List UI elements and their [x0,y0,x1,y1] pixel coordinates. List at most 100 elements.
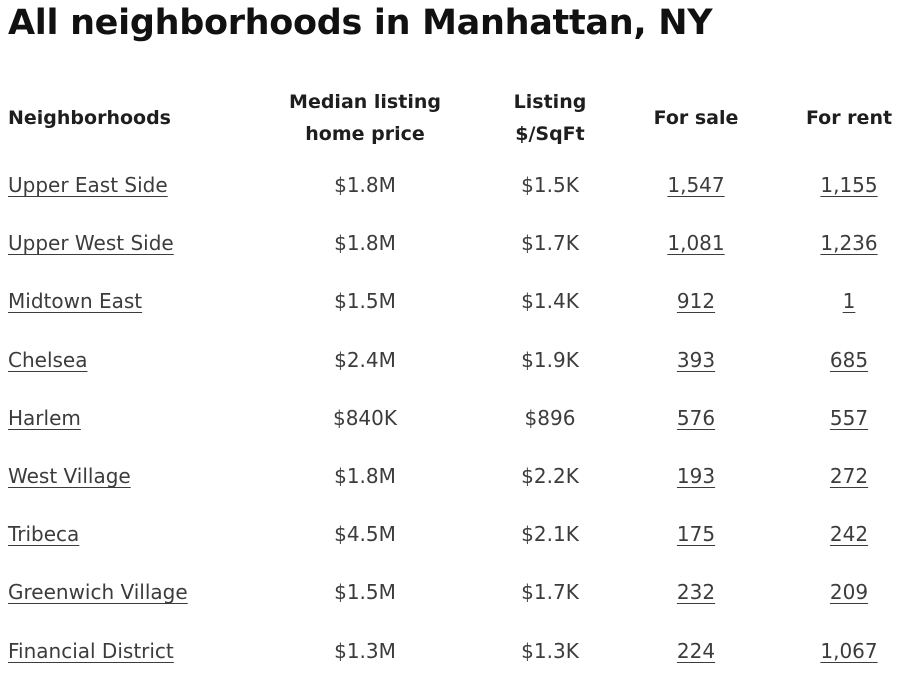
table-row: Greenwich Village $1.5M $1.7K 232 209 [0,567,898,625]
table-row: Midtown East $1.5M $1.4K 912 1 [0,276,898,334]
for-sale-count-cell: 224 [636,626,756,676]
table-row: Upper East Side $1.8M $1.5K 1,547 1,155 [0,160,898,218]
price-per-sqft-cell: $2.1K [521,522,579,547]
price-per-sqft-cell-cell: $1.4K [480,276,620,326]
for-rent-count-link[interactable]: 557 [829,405,869,430]
header-median-listing-price-label: Median listing home price [289,91,441,145]
neighborhood-link[interactable]: Financial District [8,638,174,663]
header-for-sale: For sale [653,107,739,129]
median-price-cell: $2.4M [334,347,396,372]
neighborhood-link[interactable]: West Village [8,463,131,488]
for-rent-count-link[interactable]: 685 [829,347,869,372]
median-price-cell-cell: $1.5M [280,276,450,326]
table-row: West Village $1.8M $2.2K 193 272 [0,451,898,509]
for-sale-count-cell: 912 [636,276,756,326]
for-rent-count-cell: 1 [790,276,898,326]
neighborhood-cell: West Village [8,451,131,501]
table-row: Tribeca $4.5M $2.1K 175 242 [0,509,898,567]
neighborhood-cell: Tribeca [8,509,79,559]
header-median-listing-price: Median listing home price [280,84,450,152]
for-sale-count-cell: 1,081 [636,218,756,268]
for-rent-count-cell: 685 [790,335,898,385]
median-price-cell-cell: $4.5M [280,509,450,559]
price-per-sqft-cell: $1.4K [521,289,579,314]
price-per-sqft-cell: $1.7K [521,580,579,605]
neighborhood-link[interactable]: Tribeca [8,522,80,547]
for-rent-count-cell: 1,155 [790,160,898,210]
for-rent-count-link[interactable]: 1,067 [820,638,878,663]
price-per-sqft-cell-cell: $1.9K [480,335,620,385]
table-row: Upper West Side $1.8M $1.7K 1,081 1,236 [0,218,898,276]
price-per-sqft-cell-cell: $1.7K [480,218,620,268]
median-price-cell: $1.5M [334,580,396,605]
for-sale-count-link[interactable]: 393 [676,347,716,372]
neighborhoods-table: Neighborhoods Median listing home price … [0,84,898,684]
table-body: Upper East Side $1.8M $1.5K 1,547 1,155 Upper… [0,160,898,684]
header-neighborhoods: Neighborhoods [8,107,171,129]
for-sale-count-link[interactable]: 1,081 [667,231,725,256]
median-price-cell: $1.8M [334,173,396,197]
price-per-sqft-cell-cell: $2.1K [480,509,620,559]
median-price-cell-cell: $840K [280,393,450,443]
for-rent-count-cell: 1,067 [790,626,898,676]
median-price-cell: $1.8M [334,463,396,488]
for-rent-count-link[interactable]: 272 [829,463,869,488]
median-price-cell-cell: $1.3M [280,626,450,676]
median-price-cell-cell: $1.8M [280,160,450,210]
for-rent-count-link[interactable]: 1 [842,289,856,314]
for-sale-count-cell: 232 [636,567,756,617]
price-per-sqft-cell: $2.2K [521,463,579,488]
price-per-sqft-cell: $1.9K [521,347,579,372]
neighborhood-link[interactable]: Upper East Side [8,173,168,197]
median-price-cell-cell: $2.4M [280,335,450,385]
price-per-sqft-cell-cell: $1.7K [480,567,620,617]
price-per-sqft-cell: $896 [524,405,576,430]
neighborhood-cell: Greenwich Village [8,567,188,617]
for-rent-count-cell: 272 [790,451,898,501]
median-price-cell: $1.5M [334,289,396,314]
neighborhood-cell: Upper East Side [8,160,168,210]
for-sale-count-cell: 393 [636,335,756,385]
for-rent-count-cell: 1,236 [790,218,898,268]
neighborhood-link[interactable]: Upper West Side [8,231,174,256]
for-rent-count-link[interactable]: 1,155 [820,173,878,197]
for-sale-count-link[interactable]: 175 [676,522,716,547]
for-sale-count-link[interactable]: 1,547 [667,173,725,197]
median-price-cell-cell: $1.8M [280,451,450,501]
for-rent-count-cell: 209 [790,567,898,617]
neighborhood-cell: Upper West Side [8,218,174,268]
for-sale-count-link[interactable]: 224 [676,638,716,663]
for-rent-count-cell: 557 [790,393,898,443]
neighborhood-link[interactable]: Midtown East [8,289,143,314]
price-per-sqft-cell: $1.7K [521,231,579,256]
for-sale-count-cell: 193 [636,451,756,501]
neighborhood-link[interactable]: Chelsea [8,347,88,372]
neighborhood-link[interactable]: Harlem [8,405,81,430]
for-sale-count-cell: 576 [636,393,756,443]
price-per-sqft-cell: $1.3K [521,638,579,663]
median-price-cell: $840K [332,405,397,430]
price-per-sqft-cell: $1.5K [521,173,579,197]
for-sale-count-cell: 1,547 [636,160,756,210]
for-sale-count-link[interactable]: 576 [676,405,716,430]
median-price-cell: $4.5M [334,522,396,547]
neighborhood-cell: Midtown East [8,276,142,326]
table-header-row: Neighborhoods Median listing home price … [0,84,898,160]
for-rent-count-link[interactable]: 242 [829,522,869,547]
for-sale-count-link[interactable]: 193 [676,463,716,488]
price-per-sqft-cell-cell: $896 [480,393,620,443]
header-listing-price-per-sqft: Listing $/SqFt [480,84,620,152]
neighborhood-cell: Chelsea [8,335,87,385]
median-price-cell: $1.3M [334,638,396,663]
for-rent-count-link[interactable]: 209 [829,580,869,605]
for-rent-count-cell: 242 [790,509,898,559]
header-for-rent: For rent [805,107,893,129]
for-rent-count-link[interactable]: 1,236 [820,231,878,256]
table-row: Harlem $840K $896 576 557 [0,393,898,451]
header-listing-price-per-sqft-label: Listing $/SqFt [513,91,587,145]
for-sale-count-link[interactable]: 232 [676,580,716,605]
for-sale-count-link[interactable]: 912 [676,289,716,314]
neighborhood-cell: Financial District [8,626,174,676]
table-row: Chelsea $2.4M $1.9K 393 685 [0,335,898,393]
neighborhood-link[interactable]: Greenwich Village [8,580,188,605]
